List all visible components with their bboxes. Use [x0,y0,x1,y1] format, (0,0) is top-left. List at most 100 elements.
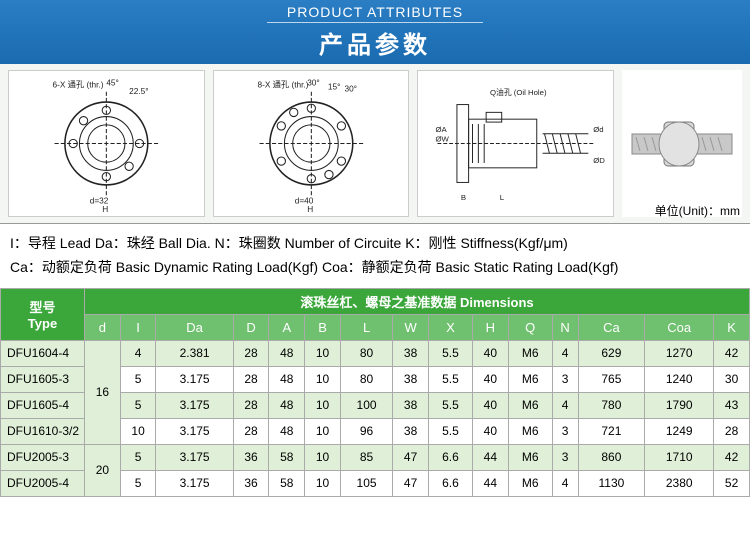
data-cell: 38 [393,418,429,444]
legend-line-1: I：导程 Lead Da：珠经 Ball Dia. N：珠圈数 Number o… [10,232,740,256]
col-header-row: dIDaDABLWXHQNCaCoaK [1,314,750,340]
data-cell: 42 [714,444,750,470]
data-cell: 780 [578,392,645,418]
data-cell: 3.175 [156,444,233,470]
data-cell: 3.175 [156,470,233,496]
data-cell: M6 [508,366,552,392]
data-cell: 765 [578,366,645,392]
spec-table: 型号 Type 滚珠丝杠、螺母之基准数据 Dimensions dIDaDABL… [0,288,750,497]
data-cell: 48 [269,392,305,418]
svg-text:B: B [461,193,466,202]
data-cell: 2.381 [156,340,233,366]
data-cell: 30 [714,366,750,392]
data-cell: 40 [472,392,508,418]
legend: I：导程 Lead Da：珠经 Ball Dia. N：珠圈数 Number o… [0,224,750,288]
col-L: L [340,314,392,340]
type-cell: DFU1605-3 [1,366,85,392]
data-cell: 3.175 [156,418,233,444]
data-cell: 28 [233,366,269,392]
data-cell: 10 [305,470,341,496]
data-cell: 3 [552,366,578,392]
svg-text:Q油孔 (Oil Hole): Q油孔 (Oil Hole) [490,87,547,97]
data-cell: M6 [508,444,552,470]
col-A: A [269,314,305,340]
data-cell: 1130 [578,470,645,496]
data-cell: 5.5 [428,392,472,418]
data-cell: 5 [120,444,156,470]
data-cell: 2380 [645,470,714,496]
dim-header: 滚珠丝杠、螺母之基准数据 Dimensions [85,288,750,314]
svg-text:22.5°: 22.5° [129,87,148,96]
col-K: K [714,314,750,340]
svg-text:ØA: ØA [436,125,448,134]
data-cell: 40 [472,418,508,444]
data-cell: 43 [714,392,750,418]
col-I: I [120,314,156,340]
col-Da: Da [156,314,233,340]
data-cell: 100 [340,392,392,418]
data-cell: 4 [552,470,578,496]
data-cell: 96 [340,418,392,444]
table-row: DFU2005-32053.17536581085476.644M6386017… [1,444,750,470]
data-cell: 10 [305,392,341,418]
data-cell: 1249 [645,418,714,444]
d-cell: 16 [85,340,121,444]
data-cell: 28 [233,340,269,366]
product-photo [622,70,742,217]
data-cell: 5 [120,392,156,418]
data-cell: 48 [269,340,305,366]
data-cell: 48 [269,366,305,392]
data-cell: 58 [269,444,305,470]
svg-text:H: H [102,205,108,214]
svg-text:d=40: d=40 [294,197,313,206]
col-Q: Q [508,314,552,340]
data-cell: 3.175 [156,392,233,418]
type-header: 型号 Type [1,288,85,340]
col-X: X [428,314,472,340]
d-cell: 20 [85,444,121,496]
col-D: D [233,314,269,340]
data-cell: M6 [508,418,552,444]
svg-text:6-X 通孔 (thr.): 6-X 通孔 (thr.) [52,80,103,90]
type-cell: DFU1610-3/2 [1,418,85,444]
data-cell: 10 [305,418,341,444]
data-cell: 105 [340,470,392,496]
data-cell: 4 [552,392,578,418]
diagram-flange-1: 6-X 通孔 (thr.) 45° 22.5° H d=32 [8,70,205,217]
type-cell: DFU2005-4 [1,470,85,496]
data-cell: 28 [233,392,269,418]
data-cell: 80 [340,340,392,366]
legend-line-2: Ca：动额定负荷 Basic Dynamic Rating Load(Kgf) … [10,256,740,280]
data-cell: 860 [578,444,645,470]
col-Ca: Ca [578,314,645,340]
data-cell: 5.5 [428,366,472,392]
data-cell: 6.6 [428,444,472,470]
data-cell: 52 [714,470,750,496]
data-cell: 44 [472,444,508,470]
diagram-area: 6-X 通孔 (thr.) 45° 22.5° H d=32 8-X 通孔 (t… [0,64,750,224]
data-cell: 5.5 [428,340,472,366]
unit-label: 单位(Unit)：mm [655,202,740,219]
col-N: N [552,314,578,340]
data-cell: 48 [269,418,305,444]
data-cell: 721 [578,418,645,444]
data-cell: 10 [120,418,156,444]
svg-text:8-X 通孔 (thr.): 8-X 通孔 (thr.) [257,80,308,90]
col-d: d [85,314,121,340]
data-cell: 38 [393,392,429,418]
data-cell: 38 [393,340,429,366]
table-row: DFU1604-41642.38128481080385.540M6462912… [1,340,750,366]
svg-text:Ød: Ød [594,125,604,134]
data-cell: 4 [120,340,156,366]
col-B: B [305,314,341,340]
data-cell: 58 [269,470,305,496]
header-title-cn: 产品参数 [319,25,431,60]
svg-text:L: L [500,193,505,202]
data-cell: 3.175 [156,366,233,392]
type-cell: DFU1604-4 [1,340,85,366]
data-cell: 4 [552,340,578,366]
svg-text:ØW: ØW [436,135,450,144]
svg-text:15°: 15° [328,83,341,92]
data-cell: 3 [552,418,578,444]
data-cell: 28 [233,418,269,444]
